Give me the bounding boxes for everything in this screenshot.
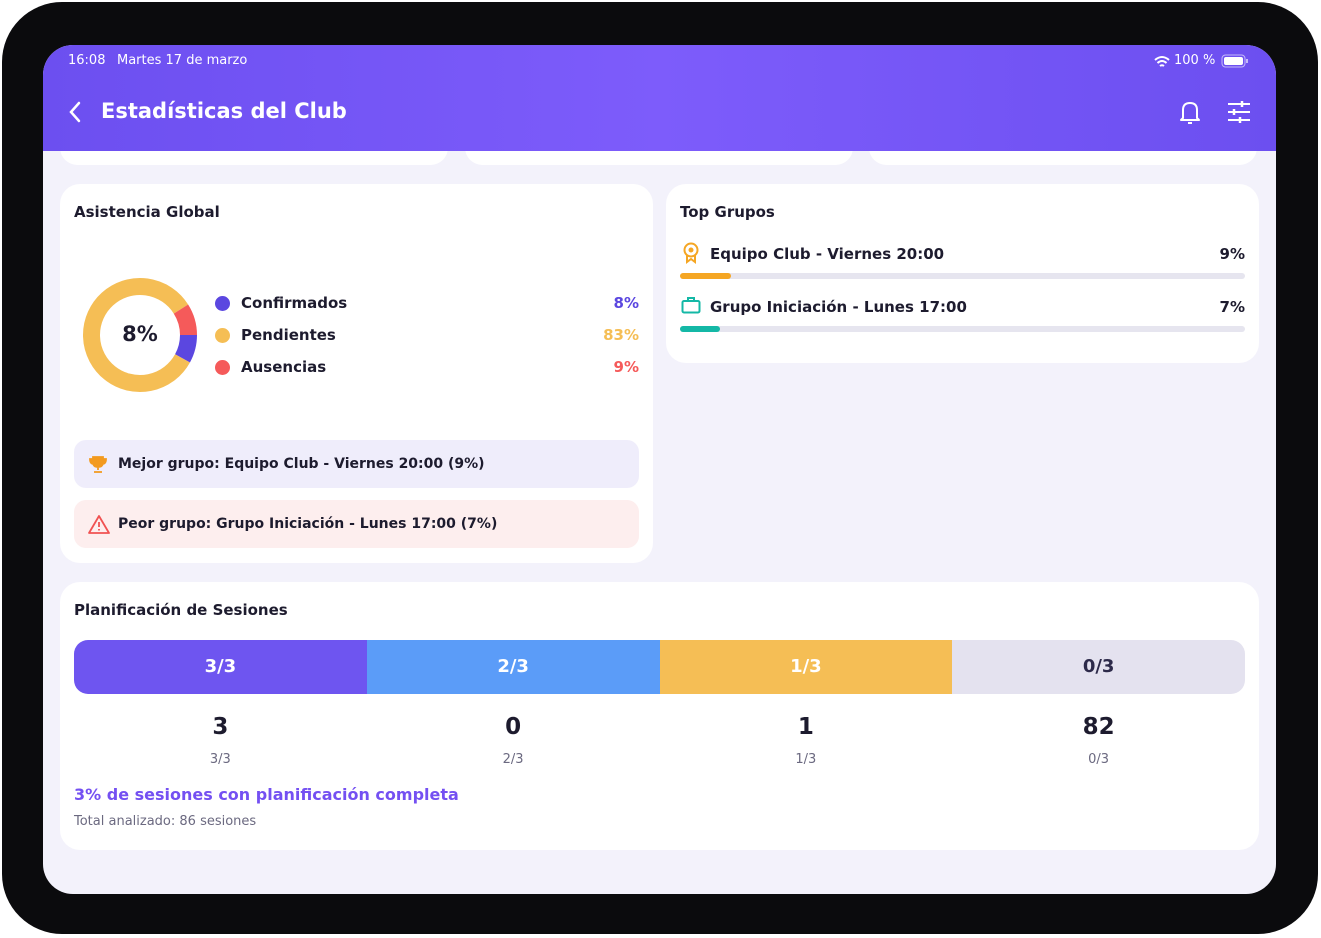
plan-count: 0 [505,714,522,740]
donut-segment [173,304,197,336]
notifications-button[interactable] [1178,99,1202,127]
warning-icon [88,515,110,534]
plan-count-label: 0/3 [1088,752,1110,767]
plan-segment: 2/3 [366,640,660,694]
status-battery: 100 % [1174,53,1216,68]
progress-track [680,273,1245,279]
battery-icon [1221,54,1248,68]
legend-dot [215,328,230,343]
planning-card: Planificación de Sesiones 3% de sesiones… [60,582,1259,850]
screen: 16:08 Martes 17 de marzo 100 % Estadísti… [43,45,1276,894]
attendance-card: Asistencia Global 8% Mejor grupo: Equipo… [60,184,653,563]
wifi-icon [1154,56,1170,67]
status-date: Martes 17 de marzo [117,53,248,68]
legend-value: 8% [613,294,639,312]
legend-label: Ausencias [241,358,327,376]
best-group-text: Mejor grupo: Equipo Club - Viernes 20:00… [118,456,485,472]
briefcase-icon [681,297,701,314]
planning-total: Total analizado: 86 sesiones [74,814,257,829]
plan-count: 1 [797,714,814,740]
donut-segment [174,334,197,363]
page-title: Estadísticas del Club [101,99,347,123]
progress-track [680,326,1245,332]
group-name: Equipo Club - Viernes 20:00 [710,245,945,263]
group-value: 9% [1219,245,1245,263]
card-title: Top Grupos [680,203,775,221]
group-value: 7% [1219,298,1245,316]
header [43,45,1276,151]
plan-segment: 1/3 [659,640,953,694]
legend-value: 83% [603,326,639,344]
trophy-icon [89,456,107,473]
status-time: 16:08 [68,53,106,68]
plan-count-label: 3/3 [209,752,231,767]
progress-bar [680,326,720,332]
best-group-banner: Mejor grupo: Equipo Club - Viernes 20:00… [74,440,639,488]
donut-segment [83,278,190,392]
donut-chart: 8% [83,278,197,392]
back-button[interactable] [67,100,83,124]
donut-center-label: 8% [122,322,158,346]
plan-count-label: 2/3 [502,752,524,767]
group-name: Grupo Iniciación - Lunes 17:00 [710,298,967,316]
plan-segment: 3/3 [74,640,367,694]
planning-summary: 3% de sesiones con planificación complet… [74,785,459,804]
legend-label: Pendientes [241,326,336,344]
card-title: Planificación de Sesiones [74,601,288,619]
legend-label: Confirmados [241,294,348,312]
filter-button[interactable] [1226,99,1252,125]
top-groups-card: Top Grupos Equipo Club - Viernes 20:00 9%… [666,184,1259,363]
worst-group-text: Peor grupo: Grupo Iniciación - Lunes 17:… [118,516,498,532]
progress-bar [680,273,731,279]
legend-value: 9% [613,358,639,376]
legend-dot [215,296,230,311]
card-title: Asistencia Global [74,203,220,221]
worst-group-banner: Peor grupo: Grupo Iniciación - Lunes 17:… [74,500,639,548]
plan-count: 82 [1082,714,1115,740]
medal-icon [683,242,699,264]
plan-segment: 0/3 [952,640,1245,694]
legend-dot [215,360,230,375]
plan-count-label: 1/3 [795,752,817,767]
plan-count: 3 [212,714,229,740]
